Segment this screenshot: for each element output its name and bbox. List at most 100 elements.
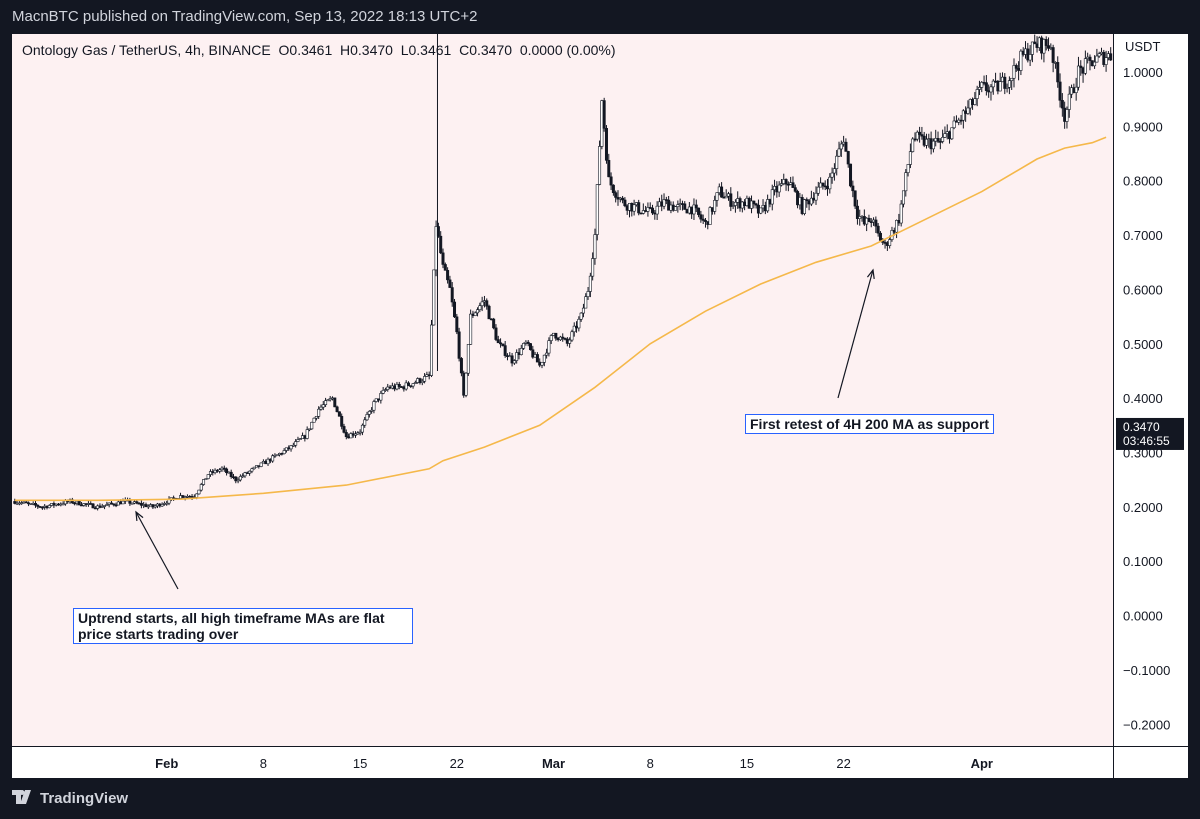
candle [584,293,588,309]
candle [473,311,477,317]
candle-body [197,489,201,495]
candle [977,80,981,96]
candle-body [918,131,922,135]
candle [476,307,480,317]
candle [1093,55,1097,69]
candle-body [33,503,37,506]
candle [733,199,737,213]
uptrend-annotation[interactable]: Uptrend starts, all high timeframe MAs a… [73,608,413,644]
x-tick-label: 22 [836,756,850,771]
candle-body [602,100,606,129]
x-tick-label: Mar [542,756,565,771]
candle-body [973,98,977,105]
chart-panel[interactable]: 1.0000 0.9000 0.8000 0.7000 0.6000 0.5000 0.40… [12,34,1188,778]
candle-body [651,207,655,214]
candle-body [791,182,795,188]
candle-body [674,206,678,211]
candle-body [1074,86,1078,93]
ma200-line [14,136,1107,502]
candle [291,442,295,447]
candle [805,197,809,208]
candle [372,399,376,414]
candle-body [821,182,825,187]
candle [1056,56,1060,88]
candle [439,231,443,255]
candle-body [307,428,311,431]
candle-body [522,343,526,349]
candle [103,505,107,510]
candle [662,193,666,210]
candle-body [439,235,443,254]
candle [950,127,954,141]
candle-body [236,479,240,482]
price-chart[interactable]: 1.0000 0.9000 0.8000 0.7000 0.6000 0.5000 0.40… [12,34,1188,778]
y-axis-unit: USDT [1125,39,1160,54]
candle [676,200,680,213]
candle [920,126,924,140]
candle-body [849,163,853,187]
candle-body [153,505,157,508]
candle [604,125,608,164]
candle-body [766,199,770,212]
candle-body [1083,58,1087,74]
candle [496,335,500,344]
candle [1030,41,1034,63]
candle [466,344,470,376]
candle [692,198,696,221]
candle [984,75,988,96]
y-tick-label: 0.4000 [1123,391,1163,406]
candle [480,296,484,312]
candle [713,195,717,215]
candle-body [496,339,500,344]
candle-body [1065,109,1069,122]
candle-body [731,205,735,207]
candle-body [372,401,376,411]
candle-body [1047,45,1051,49]
y-tick-label: −0.1000 [1123,663,1170,678]
candle-body [248,470,252,474]
candle [365,411,369,421]
candle-body [181,495,185,498]
candle [777,181,781,197]
candle [199,482,203,492]
candle-body [1007,80,1011,88]
candle-body [340,416,344,427]
candle [73,501,77,506]
candle [312,417,316,423]
candle-body [816,186,820,194]
candle-body [448,279,452,288]
candle-body [337,411,341,417]
candle-body [683,203,687,210]
candle [146,504,150,509]
candle [878,231,882,241]
candle-body [305,429,309,439]
candle [874,216,878,234]
retest-annotation[interactable]: First retest of 4H 200 MA as support [745,414,995,434]
candle [607,153,611,178]
candle [1047,37,1051,52]
candle-body [759,207,763,214]
candle-body [793,187,797,192]
y-tick-label: 0.6000 [1123,282,1163,297]
candle [793,184,797,193]
candle [229,469,233,479]
price-tag-countdown: 03:46:55 [1123,434,1170,448]
candle [282,448,286,455]
y-tick-label: 0.9000 [1123,119,1163,134]
candle-body [832,168,836,174]
candle-body [577,318,581,329]
candle [47,504,51,509]
candle-body [446,270,450,281]
candle [632,199,636,216]
tradingview-logo[interactable]: TradingView [12,790,128,807]
candle [855,199,859,225]
candle [418,377,422,385]
candle-body [526,341,530,344]
candle [406,381,410,387]
candle-body [750,200,754,209]
candle [307,428,311,432]
candle-body [466,344,470,374]
candle-body [77,500,81,506]
candle-body [241,475,245,478]
candle-body [528,343,532,351]
